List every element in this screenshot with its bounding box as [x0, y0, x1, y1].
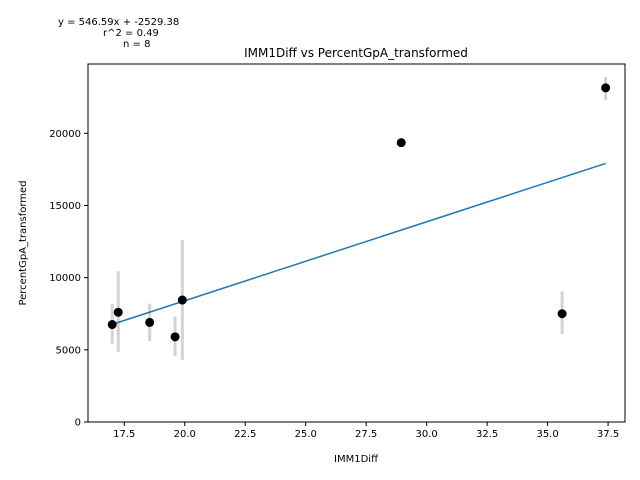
fit-line: [111, 162, 606, 326]
x-axis-ticks: 17.5 20.0 22.5 25.0 27.5 30.0 32.5 35.0 37.5: [113, 422, 619, 440]
y-tick-label: 20000: [49, 129, 81, 140]
y-axis-label: PercentGpA_transformed: [18, 180, 29, 305]
y-axis-ticks: 0 5000 10000 15000 20000: [49, 129, 88, 429]
plot-frame: [87, 63, 626, 423]
annotation-r-squared: r^2 = 0.49: [103, 28, 159, 39]
data-point: [107, 320, 117, 330]
data-point: [177, 295, 187, 305]
plot-area: [107, 76, 611, 360]
x-tick-label: 30.0: [416, 429, 438, 440]
x-tick-label: 25.0: [295, 429, 317, 440]
data-point: [145, 317, 155, 327]
chart-title: IMM1Diff vs PercentGpA_transformed: [244, 46, 468, 60]
y-tick-label: 0: [75, 418, 81, 429]
x-tick-label: 27.5: [355, 429, 377, 440]
y-tick-label: 10000: [49, 273, 81, 284]
y-tick-label: 5000: [56, 345, 81, 356]
x-tick-label: 37.5: [597, 429, 619, 440]
annotation-n: n = 8: [123, 39, 150, 50]
x-axis-label: IMM1Diff: [334, 454, 379, 465]
x-tick-label: 22.5: [234, 429, 256, 440]
data-point: [557, 309, 567, 319]
data-point: [601, 83, 611, 93]
data-point: [170, 332, 180, 342]
y-tick-label: 15000: [49, 201, 81, 212]
x-tick-label: 32.5: [476, 429, 498, 440]
x-tick-label: 35.0: [536, 429, 558, 440]
data-point: [396, 138, 406, 148]
x-tick-label: 17.5: [113, 429, 135, 440]
x-tick-label: 20.0: [174, 429, 196, 440]
annotation-equation: y = 546.59x + -2529.38: [58, 17, 179, 28]
data-point: [113, 307, 123, 317]
